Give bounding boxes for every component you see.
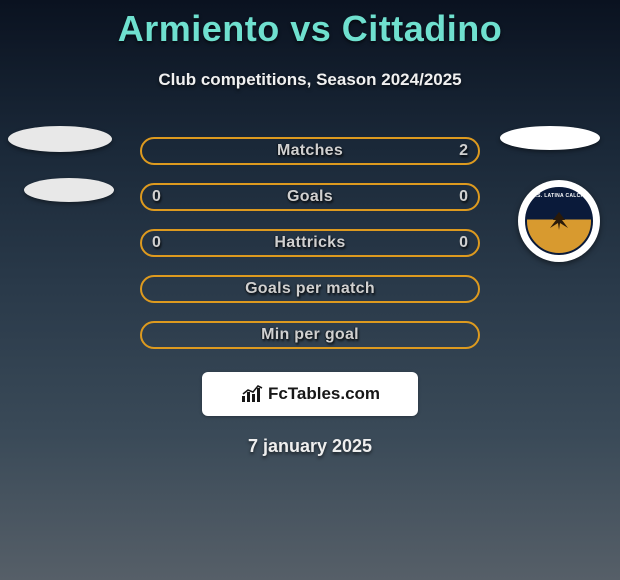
bar-chart-icon <box>240 384 266 404</box>
stat-left-value: 0 <box>152 188 161 206</box>
stat-right-value: 2 <box>459 142 468 160</box>
stat-label: Min per goal <box>261 326 359 344</box>
stat-row: Min per goal <box>0 312 620 358</box>
stat-bar-min-per-goal: Min per goal <box>140 321 480 349</box>
stat-bar-hattricks: 0 Hattricks 0 <box>140 229 480 257</box>
branding-text: FcTables.com <box>268 384 380 404</box>
stat-row: 0 Goals 0 <box>0 174 620 220</box>
stat-row: Goals per match <box>0 266 620 312</box>
stats-rows: Matches 2 0 Goals 0 0 Hattricks 0 Goals … <box>0 128 620 358</box>
stat-bar-goals-per-match: Goals per match <box>140 275 480 303</box>
footer-date: 7 january 2025 <box>0 436 620 457</box>
page-subtitle: Club competitions, Season 2024/2025 <box>0 70 620 90</box>
stat-row: Matches 2 <box>0 128 620 174</box>
page-title: Armiento vs Cittadino <box>0 0 620 50</box>
branding-link[interactable]: FcTables.com <box>202 372 418 416</box>
stat-label: Hattricks <box>274 234 345 252</box>
stat-bar-matches: Matches 2 <box>140 137 480 165</box>
stat-bar-goals: 0 Goals 0 <box>140 183 480 211</box>
stat-right-value: 0 <box>459 234 468 252</box>
stat-label: Goals per match <box>245 280 375 298</box>
stat-left-value: 0 <box>152 234 161 252</box>
stat-label: Goals <box>287 188 333 206</box>
stat-right-value: 0 <box>459 188 468 206</box>
stat-row: 0 Hattricks 0 <box>0 220 620 266</box>
stat-label: Matches <box>277 142 343 160</box>
